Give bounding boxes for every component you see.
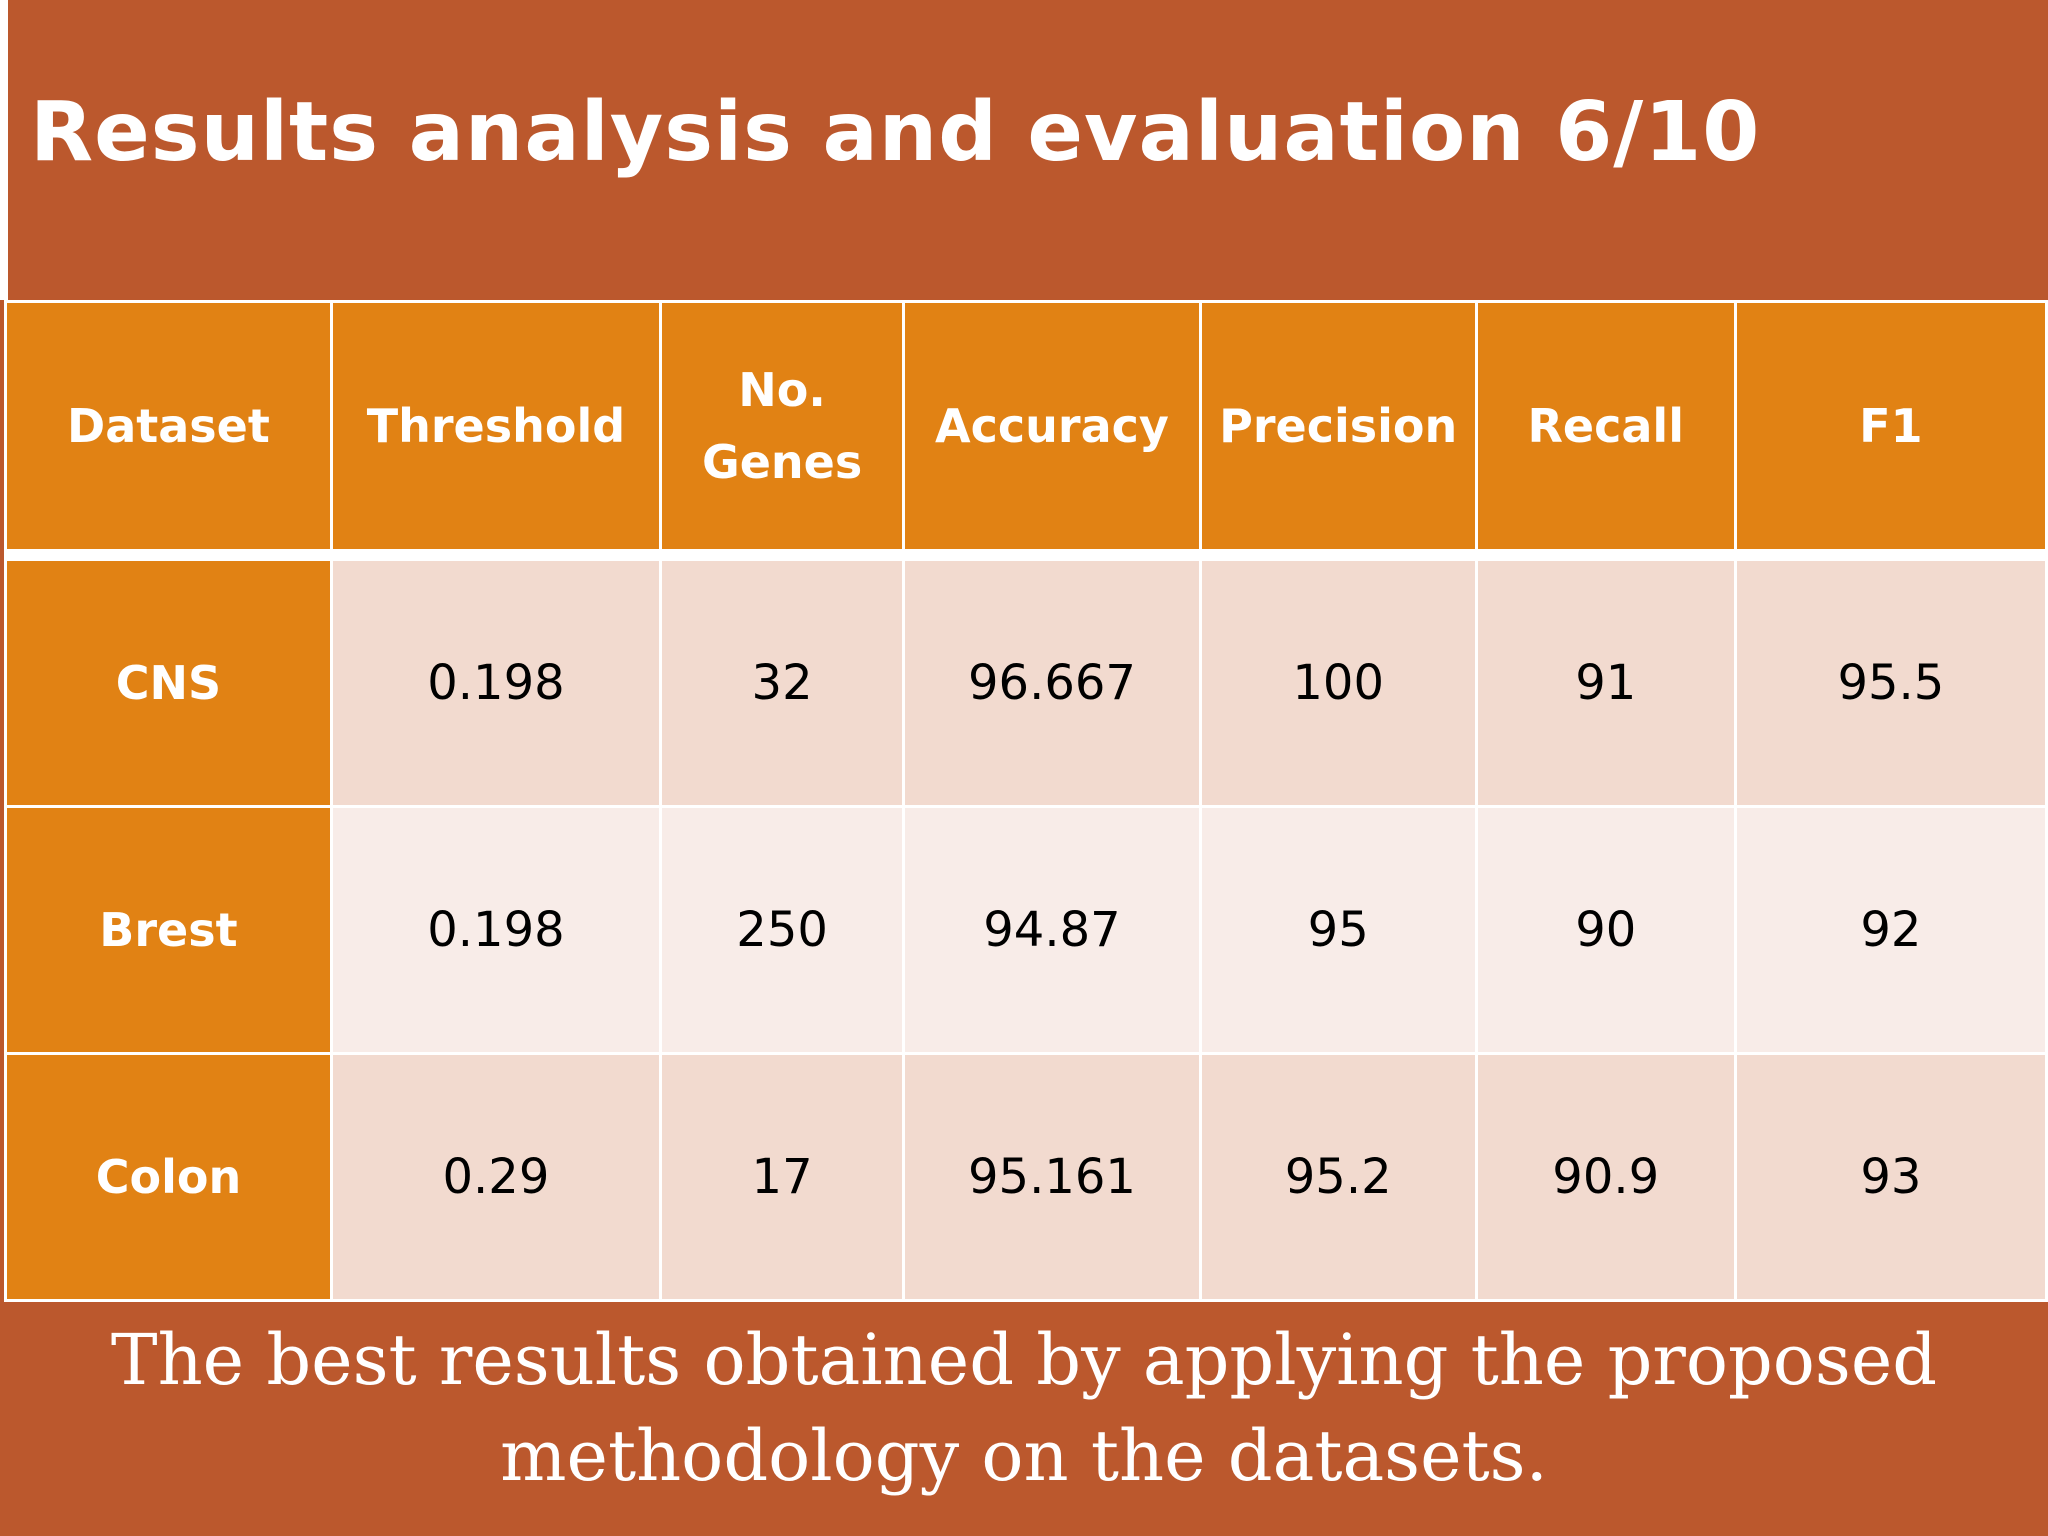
table-header-row: Dataset Threshold No. Genes Accuracy Pre… xyxy=(4,300,2048,557)
cell-recall: 91 xyxy=(1474,553,1737,808)
table-row: Colon 0.29 17 95.161 95.2 90.9 93 xyxy=(4,1052,2048,1302)
results-table: Dataset Threshold No. Genes Accuracy Pre… xyxy=(4,300,2048,1302)
cell-accuracy: 95.161 xyxy=(902,1052,1202,1302)
cell-no-genes: 32 xyxy=(658,553,906,808)
slide-title: Results analysis and evaluation 6/10 xyxy=(30,85,1761,180)
header-recall: Recall xyxy=(1474,300,1737,557)
cell-accuracy: 94.87 xyxy=(902,805,1202,1055)
cell-recall: 90.9 xyxy=(1474,1052,1737,1302)
table-row: Brest 0.198 250 94.87 95 90 92 xyxy=(4,805,2048,1055)
cell-precision: 95 xyxy=(1198,805,1478,1055)
slide-caption: The best results obtained by applying th… xyxy=(110,1319,1938,1497)
row-dataset: Brest xyxy=(4,805,333,1055)
left-edge-strip xyxy=(0,0,8,300)
cell-threshold: 0.198 xyxy=(329,805,662,1055)
cell-no-genes: 17 xyxy=(658,1052,906,1302)
cell-f1: 93 xyxy=(1733,1052,2048,1302)
cell-precision: 100 xyxy=(1198,553,1478,808)
cell-threshold: 0.198 xyxy=(329,553,662,808)
cell-precision: 95.2 xyxy=(1198,1052,1478,1302)
header-accuracy: Accuracy xyxy=(902,300,1202,557)
cell-recall: 90 xyxy=(1474,805,1737,1055)
cell-no-genes: 250 xyxy=(658,805,906,1055)
cell-threshold: 0.29 xyxy=(329,1052,662,1302)
row-dataset: Colon xyxy=(4,1052,333,1302)
cell-f1: 92 xyxy=(1733,805,2048,1055)
cell-accuracy: 96.667 xyxy=(902,553,1202,808)
header-no-genes: No. Genes xyxy=(658,300,906,557)
cell-f1: 95.5 xyxy=(1733,553,2048,808)
table-row: CNS 0.198 32 96.667 100 91 95.5 xyxy=(4,553,2048,808)
header-dataset: Dataset xyxy=(4,300,333,557)
header-precision: Precision xyxy=(1198,300,1478,557)
header-f1: F1 xyxy=(1733,300,2048,557)
row-dataset: CNS xyxy=(4,553,333,808)
header-threshold: Threshold xyxy=(329,300,662,557)
